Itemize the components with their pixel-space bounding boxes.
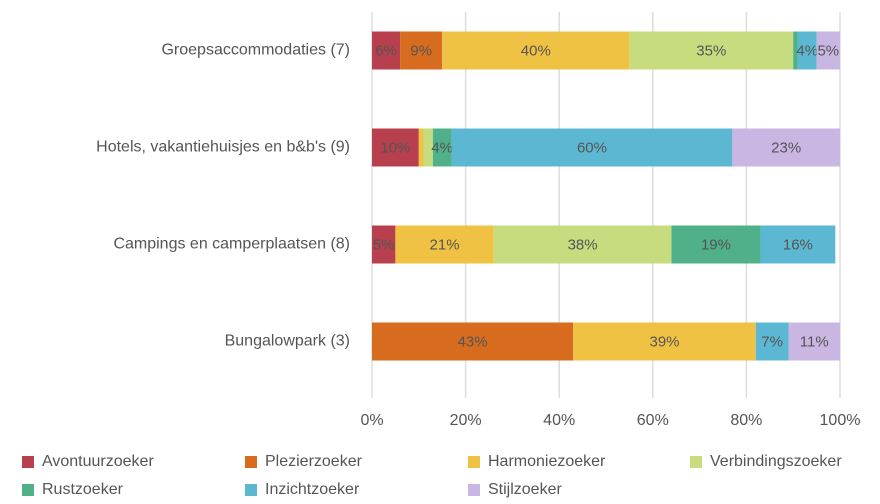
x-tick-label: 0% xyxy=(360,412,383,429)
y-tick-label: Hotels, vakantiehuisjes en b&b's (9) xyxy=(96,139,350,156)
x-tick-label: 40% xyxy=(543,412,575,429)
x-tick-label: 20% xyxy=(450,412,482,429)
bar-segment xyxy=(755,322,789,361)
bar-segment xyxy=(372,322,574,361)
bar-segment xyxy=(816,31,840,70)
bar-segment xyxy=(372,128,419,167)
x-tick-label: 80% xyxy=(730,412,762,429)
x-tick-label: 60% xyxy=(637,412,669,429)
data-label: 11% xyxy=(800,333,829,350)
legend-swatch xyxy=(690,456,702,468)
legend-swatch xyxy=(468,456,480,468)
legend-label: Plezierzoeker xyxy=(265,453,363,470)
bar-segment xyxy=(442,31,630,70)
bar-segment xyxy=(423,128,433,167)
data-label: 7% xyxy=(761,333,783,350)
data-label: 6% xyxy=(375,42,397,59)
bar-segment xyxy=(395,225,494,264)
y-tick-label: Campings en camperplaatsen (8) xyxy=(113,236,350,253)
legend-label: Verbindingszoeker xyxy=(710,453,842,470)
data-label: 40% xyxy=(521,42,551,59)
data-label: 39% xyxy=(649,333,679,350)
legend-swatch xyxy=(22,456,34,468)
bar-segment xyxy=(573,322,756,361)
bar-segment xyxy=(732,128,840,167)
legend-label: Avontuurzoeker xyxy=(42,453,154,470)
bar-segment xyxy=(493,225,672,264)
data-label: 19% xyxy=(701,236,731,253)
data-label: 5% xyxy=(817,42,839,59)
legend-swatch xyxy=(468,484,480,496)
legend-label: Rustzoeker xyxy=(42,481,124,498)
bar-segment xyxy=(372,31,401,70)
y-tick-label: Bungalowpark (3) xyxy=(225,333,350,350)
data-label: 38% xyxy=(568,236,598,253)
data-label: 43% xyxy=(458,333,488,350)
bar-segment xyxy=(671,225,761,264)
legend-label: Inzichtzoeker xyxy=(265,481,360,498)
data-label: 10% xyxy=(380,139,410,156)
y-tick-label: Groepsaccommodaties (7) xyxy=(161,42,350,59)
bar-segment xyxy=(797,31,817,70)
legend-label: Harmoniezoeker xyxy=(488,453,606,470)
bar-segment xyxy=(432,128,452,167)
data-label: 60% xyxy=(577,139,607,156)
bar-segment xyxy=(788,322,840,361)
data-label: 4% xyxy=(431,139,453,156)
bar-segment xyxy=(400,31,443,70)
bar-segment xyxy=(793,31,798,70)
bar-segment xyxy=(418,128,424,167)
bar-segment xyxy=(629,31,794,70)
bar-segment xyxy=(372,225,396,264)
data-label: 4% xyxy=(796,42,818,59)
bar-segment xyxy=(760,225,836,264)
data-label: 16% xyxy=(783,236,813,253)
data-label: 23% xyxy=(771,139,801,156)
data-label: 5% xyxy=(373,236,395,253)
legend-swatch xyxy=(22,484,34,496)
data-label: 9% xyxy=(410,42,432,59)
legend-swatch xyxy=(245,456,257,468)
bar-segment xyxy=(451,128,733,167)
data-label: 21% xyxy=(430,236,460,253)
legend-label: Stijlzoeker xyxy=(488,481,562,498)
legend-swatch xyxy=(245,484,257,496)
x-tick-label: 100% xyxy=(820,412,861,429)
data-label: 35% xyxy=(696,42,726,59)
